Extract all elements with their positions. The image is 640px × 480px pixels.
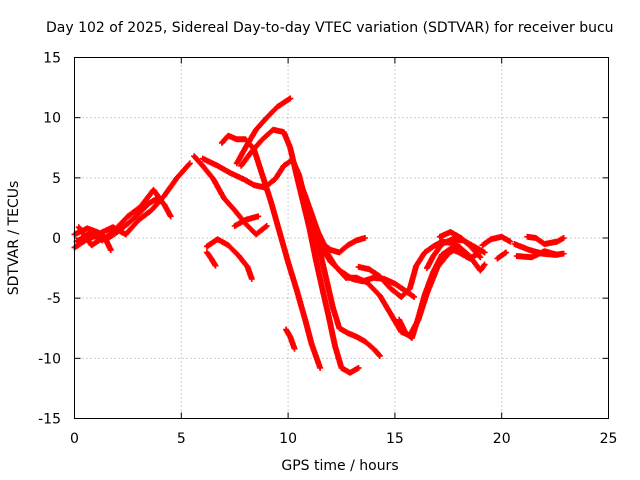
data-markers bbox=[231, 213, 262, 229]
plot-frame bbox=[74, 57, 609, 419]
data-markers bbox=[218, 132, 324, 371]
data-markers bbox=[283, 326, 298, 352]
data-markers bbox=[203, 249, 219, 269]
data-markers bbox=[75, 224, 114, 254]
series-track-25 bbox=[494, 249, 509, 262]
x-tick-label: 20 bbox=[493, 431, 511, 447]
x-axis-label: GPS time / hours bbox=[281, 458, 398, 474]
y-tick-label: -10 bbox=[38, 351, 61, 367]
series-track-16 bbox=[436, 229, 484, 261]
x-tick-label: 10 bbox=[279, 431, 297, 447]
data-markers bbox=[203, 236, 255, 282]
series-track-11 bbox=[302, 192, 368, 256]
x-tick-label: 0 bbox=[70, 431, 79, 447]
y-tick-label: 5 bbox=[52, 171, 61, 187]
series-track-20 bbox=[513, 248, 561, 261]
y-tick-label: -15 bbox=[38, 412, 61, 428]
data-markers bbox=[302, 192, 368, 256]
y-tick-label: 10 bbox=[43, 111, 61, 127]
data-markers bbox=[396, 245, 482, 341]
data-markers bbox=[494, 249, 509, 262]
series-track-08 bbox=[218, 132, 324, 371]
data-markers bbox=[71, 160, 193, 238]
series-track-23 bbox=[283, 326, 298, 352]
chart-title: Day 102 of 2025, Sidereal Day-to-day VTE… bbox=[46, 20, 614, 36]
data-markers bbox=[524, 233, 567, 247]
data-markers bbox=[233, 95, 294, 167]
grid-lines bbox=[74, 57, 609, 419]
series-track-07 bbox=[233, 95, 294, 167]
x-tick-label: 25 bbox=[600, 431, 618, 447]
x-tick-label: 15 bbox=[386, 431, 404, 447]
data-markers bbox=[479, 233, 514, 249]
data-markers bbox=[191, 153, 270, 238]
y-tick-label: 15 bbox=[43, 51, 61, 67]
x-tick-label: 5 bbox=[177, 431, 186, 447]
series-track-13 bbox=[355, 238, 488, 300]
series-track-21 bbox=[203, 236, 255, 282]
y-tick-labels: 15 10 5 0 -5 -10 -15 bbox=[38, 51, 61, 428]
series-track-04 bbox=[75, 224, 114, 254]
series-track-24 bbox=[231, 213, 262, 229]
data-markers bbox=[355, 238, 488, 300]
data-points bbox=[71, 95, 567, 376]
series-track-14 bbox=[396, 245, 482, 341]
series-track-17 bbox=[479, 233, 514, 249]
y-axis-label: SDTVAR / TECUs bbox=[6, 181, 22, 296]
series-track-22 bbox=[203, 249, 219, 269]
x-tick-labels: 0 5 10 15 20 25 bbox=[70, 431, 617, 447]
data-markers bbox=[436, 229, 484, 261]
series-track-01 bbox=[71, 160, 193, 238]
series-track-05 bbox=[191, 153, 270, 238]
y-tick-label: 0 bbox=[52, 231, 61, 247]
data-markers bbox=[513, 248, 561, 261]
y-tick-label: -5 bbox=[47, 291, 61, 307]
series-track-18 bbox=[524, 233, 567, 247]
